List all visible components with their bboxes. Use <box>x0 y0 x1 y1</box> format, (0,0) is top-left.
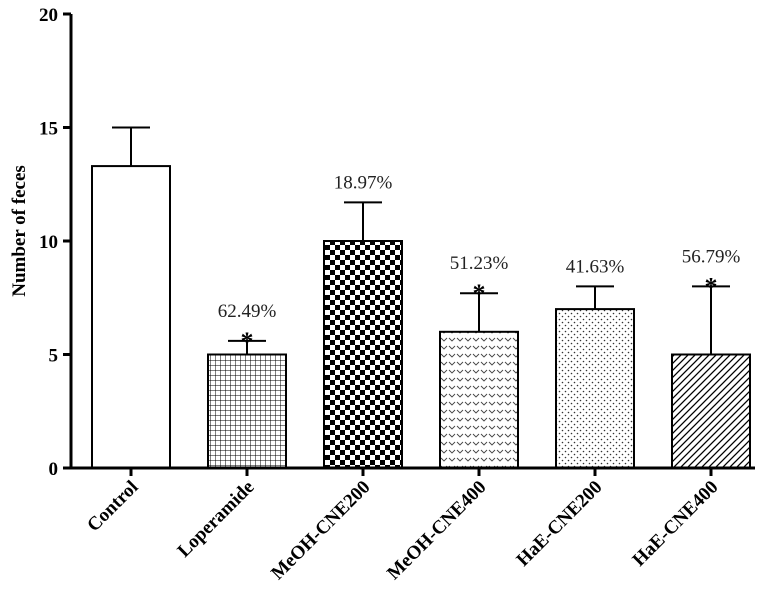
x-tick-label: Loperamide <box>174 477 259 562</box>
x-tick-label: HaE-CNE200 <box>513 477 607 571</box>
significance-star: * <box>473 279 486 308</box>
bar-control <box>91 165 171 469</box>
bar-hae-cne200 <box>555 308 635 469</box>
percent-label: 51.23% <box>450 253 509 274</box>
bar-loperamide <box>207 353 287 469</box>
bar-hae-cne400 <box>671 353 751 469</box>
y-tick-label: 0 <box>49 459 59 480</box>
y-tick-label: 20 <box>39 5 58 26</box>
y-axis-title: Number of feces <box>9 165 30 297</box>
significance-star: * <box>705 272 718 301</box>
x-tick-label: MeOH-CNE200 <box>267 477 374 584</box>
x-tick-label: HaE-CNE400 <box>629 477 723 571</box>
y-tick-label: 10 <box>39 232 58 253</box>
y-tick-label: 5 <box>49 346 59 367</box>
y-tick-label: 15 <box>39 119 58 140</box>
bar-meoh-cne200 <box>323 240 403 469</box>
x-tick-label: Control <box>83 477 142 536</box>
significance-star: * <box>241 327 254 356</box>
percent-label: 41.63% <box>566 256 625 277</box>
percent-label: 56.79% <box>682 246 741 267</box>
bar-meoh-cne400 <box>439 330 519 469</box>
x-tick-label: MeOH-CNE400 <box>383 477 490 584</box>
percent-label: 18.97% <box>334 172 393 193</box>
percent-label: 62.49% <box>218 301 277 322</box>
